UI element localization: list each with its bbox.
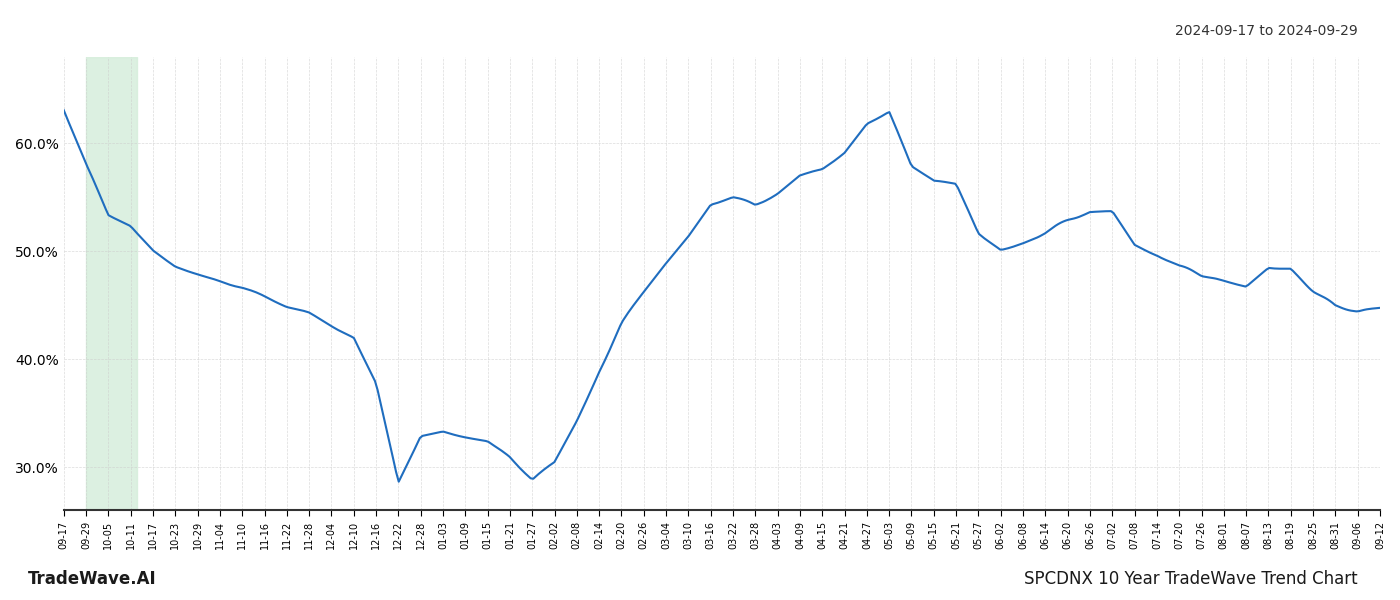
Text: SPCDNX 10 Year TradeWave Trend Chart: SPCDNX 10 Year TradeWave Trend Chart — [1025, 570, 1358, 588]
Text: TradeWave.AI: TradeWave.AI — [28, 570, 157, 588]
Bar — [85, 57, 137, 510]
Text: 2024-09-17 to 2024-09-29: 2024-09-17 to 2024-09-29 — [1175, 24, 1358, 38]
